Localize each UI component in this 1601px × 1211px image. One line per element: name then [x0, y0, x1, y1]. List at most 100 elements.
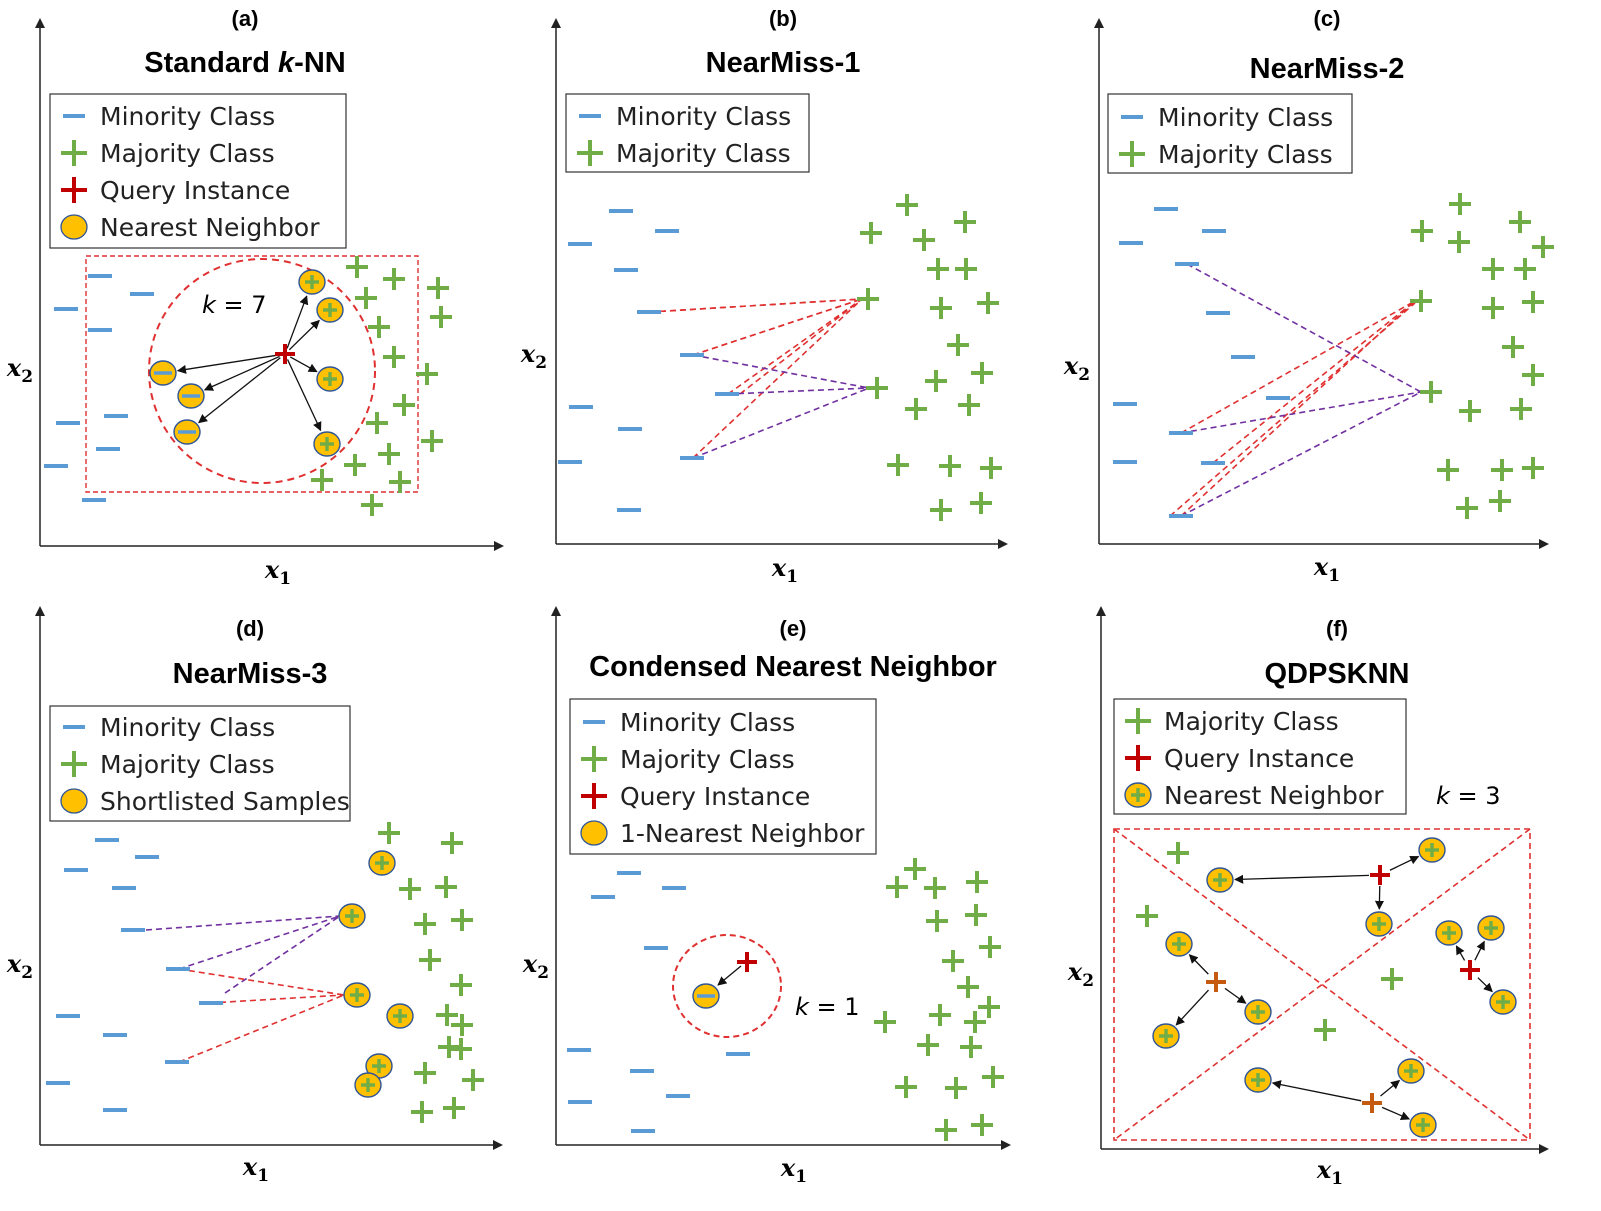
x-axis-arrow [1539, 1144, 1549, 1154]
neighbor-majority [316, 366, 344, 392]
neighbor-majority [1244, 1067, 1272, 1093]
legend: Minority Class Majority Class [565, 93, 810, 173]
majority-sample [1522, 291, 1544, 313]
majority-sample [1381, 968, 1403, 990]
panel-letter: (c) [1314, 6, 1341, 31]
neighbor-arrow [1455, 945, 1466, 961]
neighbor-icon [580, 820, 608, 846]
legend-label: Minority Class [1158, 103, 1333, 132]
majority-sample [947, 334, 969, 356]
majority-sample [926, 910, 948, 932]
legend-label: Nearest Neighbor [100, 213, 320, 242]
neighbor-arrow [203, 355, 280, 391]
y-axis-label: x2 [1063, 351, 1090, 385]
legend-plus [61, 140, 87, 166]
distance-link [1180, 300, 1416, 517]
k-radius-circle [672, 934, 782, 1038]
majority-sample [1456, 497, 1478, 519]
majority-sample [1459, 400, 1481, 422]
majority-sample [441, 832, 463, 854]
majority-icon [1125, 708, 1151, 734]
axes [551, 606, 1011, 1150]
y-axis-label: x2 [1067, 957, 1094, 991]
neighbor-majority [368, 850, 396, 876]
majority-sample [929, 1004, 951, 1026]
y-axis-arrow [551, 606, 561, 616]
x-axis-arrow [1539, 539, 1549, 549]
quadrant-diagonal [1113, 828, 1531, 1141]
query-instance [1460, 960, 1480, 980]
majority-icon [61, 751, 87, 777]
neighbor-majority [1244, 999, 1272, 1025]
distance-link [1186, 263, 1422, 393]
legend-circle [580, 820, 608, 846]
x-axis-arrow [493, 1140, 503, 1150]
majority-icon [581, 746, 607, 772]
neighbor-arrow [198, 357, 281, 424]
k-annotation: k = 1 [795, 993, 860, 1021]
distance-link [727, 298, 863, 395]
neighbor-majority [1206, 867, 1234, 893]
majority-sample [896, 194, 918, 216]
k-annotation: k = 3 [1436, 782, 1501, 810]
majority-sample [1482, 258, 1504, 280]
x-axis-label: x1 [1316, 1155, 1343, 1189]
majority-icon [577, 140, 603, 166]
legend-plus [1119, 141, 1145, 167]
legend-label: Majority Class [100, 139, 275, 168]
neighbor-arrow [1380, 1079, 1401, 1097]
neighbor-majority [1477, 915, 1505, 941]
neighbor-arrow [286, 295, 309, 349]
legend-box [1107, 93, 1353, 174]
legend-box [49, 93, 347, 249]
y-axis-label: x2 [6, 353, 33, 387]
majority-sample [935, 1119, 957, 1141]
majority-sample [925, 370, 947, 392]
axes [1096, 606, 1549, 1154]
majority-sample [904, 858, 926, 880]
majority-sample [443, 1097, 465, 1119]
majority-sample [1514, 258, 1536, 280]
majority-sample [886, 876, 908, 898]
query-icon [581, 783, 607, 809]
legend-query [1125, 745, 1151, 771]
legend-plus [577, 140, 603, 166]
legend-label: Query Instance [620, 782, 810, 811]
query-instance [1206, 972, 1226, 992]
panel-title: QDPSKNN [1264, 658, 1409, 690]
query-instance [1362, 1093, 1382, 1113]
neighbor-icon [60, 214, 88, 240]
majority-sample [970, 492, 992, 514]
majority-sample [1167, 842, 1189, 864]
majority-sample [1532, 236, 1554, 258]
y-axis-label: x2 [522, 949, 549, 983]
distance-link [1180, 300, 1416, 434]
panel-letter: (e) [780, 616, 807, 641]
majority-sample [399, 878, 421, 900]
neighbor-majority [354, 1072, 382, 1098]
majority-sample [917, 1034, 939, 1056]
majority-sample [378, 443, 400, 465]
distance-link [692, 354, 870, 389]
neighbor-arrow [1175, 989, 1210, 1026]
neighbor-arrow [1474, 940, 1485, 961]
legend-label: Minority Class [620, 708, 795, 737]
majority-sample [1510, 398, 1532, 420]
legend-label: Minority Class [616, 102, 791, 131]
neighbor-arrow [1477, 977, 1493, 993]
majority-sample [383, 346, 405, 368]
majority-sample [1437, 459, 1459, 481]
panel-title: Condensed Nearest Neighbor [589, 651, 997, 683]
majority-sample [311, 469, 333, 491]
quadrant-diagonal [1113, 828, 1531, 1141]
neighbor-majority [1409, 1112, 1437, 1138]
majority-sample [427, 277, 449, 299]
distance-link [1180, 391, 1422, 517]
legend-plus [1125, 708, 1151, 734]
panel-title: NearMiss-1 [706, 47, 861, 79]
k-radius-circle [148, 258, 376, 484]
neighbor-arrow [1271, 1080, 1362, 1102]
distance-link [209, 994, 345, 1004]
neighbor-arrow [286, 359, 322, 432]
majority-sample [930, 297, 952, 319]
